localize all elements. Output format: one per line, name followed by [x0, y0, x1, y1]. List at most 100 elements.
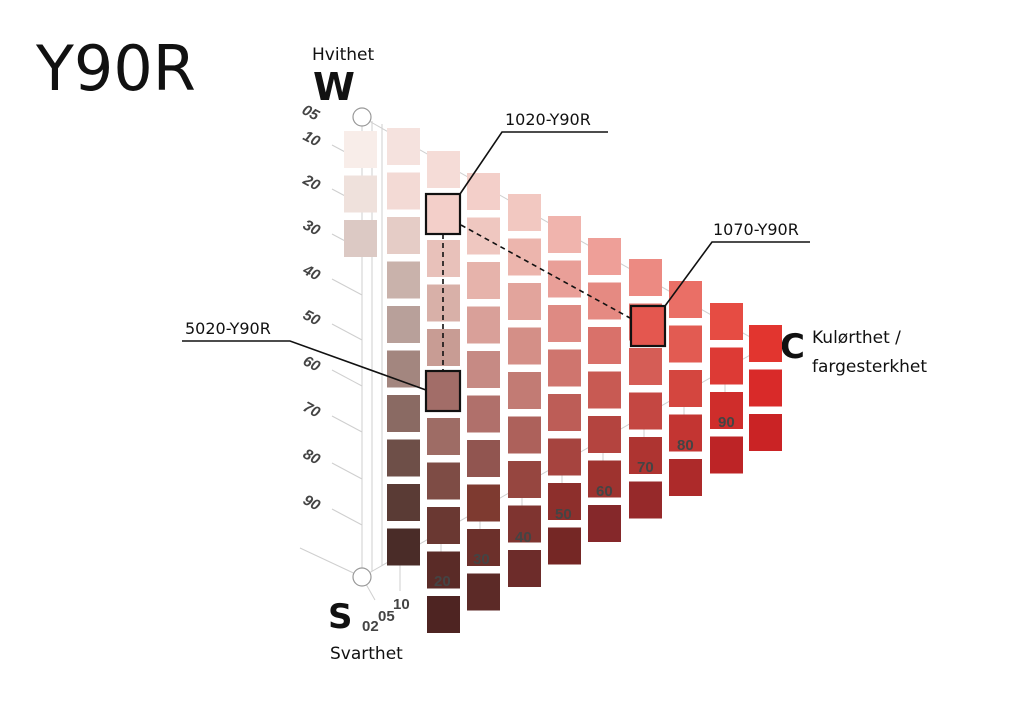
color-swatch: [588, 416, 621, 453]
color-swatch: [588, 327, 621, 364]
color-swatch: [467, 529, 500, 566]
chromaticness-scale-label: 02: [362, 618, 379, 635]
blackness-tick-line: [331, 462, 363, 480]
color-swatch: [427, 596, 460, 633]
blackness-pole-marker: [352, 567, 372, 587]
blackness-tick-line: [331, 415, 363, 433]
color-swatch: [749, 369, 782, 407]
highlight-1070-y90r: [629, 304, 667, 348]
color-swatch: [548, 216, 581, 253]
color-swatch: [508, 372, 541, 409]
blackness-scale-label: 30: [300, 217, 323, 240]
blackness-scale-label: 70: [300, 399, 323, 422]
color-swatch: [749, 414, 782, 451]
color-swatch: [710, 392, 743, 429]
chromaticness-scale-label: 90: [718, 414, 735, 431]
color-swatch: [387, 217, 420, 254]
highlight-1020-y90r: [424, 192, 462, 236]
color-swatch: [508, 327, 541, 365]
swatch-grid: [344, 128, 782, 633]
blackness-tick-line: [331, 278, 363, 296]
chromaticness-scale-label: 80: [677, 437, 694, 454]
color-swatch: [629, 348, 662, 385]
color-swatch: [387, 261, 420, 299]
whiteness-pole-letter: W: [313, 65, 355, 109]
color-swatch: [588, 460, 621, 498]
color-swatch: [669, 370, 702, 407]
chromaticness-scale-label: 10: [393, 596, 410, 613]
chromaticness-scale-label: 20: [434, 573, 451, 590]
blackness-scale: 05 10 20 30 40 50 60 70 80 90: [299, 102, 323, 515]
color-swatch: [710, 436, 743, 474]
color-swatch: [629, 437, 662, 474]
blackness-scale-label: 20: [299, 171, 323, 195]
callout-label-5020: 5020-Y90R: [185, 319, 271, 338]
blackness-tick-line: [331, 323, 363, 341]
blackness-scale-label: 40: [299, 261, 323, 285]
color-swatch: [629, 392, 662, 430]
color-swatch: [548, 527, 581, 565]
color-swatch: [427, 507, 460, 544]
color-swatch: [467, 351, 500, 388]
color-swatch: [508, 283, 541, 320]
chromaticness-pole-letter: C: [780, 327, 805, 367]
color-swatch: [548, 483, 581, 520]
chromaticness-scale-label: 70: [637, 459, 654, 476]
blackness-scale-label: 10: [300, 128, 323, 151]
color-swatch: [508, 505, 541, 543]
color-swatch: [387, 439, 420, 477]
blackness-label: Svarthet: [330, 644, 403, 664]
color-swatch: [387, 172, 420, 210]
color-swatch: [344, 175, 377, 213]
color-swatch: [427, 462, 460, 500]
color-swatch: [588, 505, 621, 542]
color-swatch: [387, 395, 420, 432]
chromaticness-scale-label: 60: [596, 483, 613, 500]
color-swatch: [467, 395, 500, 433]
color-swatch: [467, 173, 500, 210]
color-swatch: [669, 325, 702, 363]
chromaticness-scale-label: 05: [378, 608, 395, 625]
color-swatch: [508, 416, 541, 454]
hue-title: Y90R: [35, 32, 196, 105]
callout-leader-5020: [182, 340, 427, 391]
chromaticness-scale-label: 40: [515, 529, 532, 546]
whiteness-pole-marker: [352, 107, 372, 127]
chromaticness-scale-label: 30: [473, 551, 490, 568]
color-swatch: [588, 371, 621, 409]
color-swatch: [548, 349, 581, 387]
color-swatch: [548, 260, 581, 298]
color-swatch: [467, 573, 500, 611]
color-swatch: [387, 306, 420, 343]
callout-label-1070: 1070-Y90R: [713, 220, 799, 239]
color-swatch: [508, 194, 541, 231]
color-swatch: [548, 305, 581, 342]
color-swatch: [548, 438, 581, 476]
blackness-tick-line: [331, 369, 363, 387]
color-swatch: [629, 259, 662, 296]
color-swatch: [669, 414, 702, 452]
callout-label-1020: 1020-Y90R: [505, 110, 591, 129]
blackness-tick-line: [331, 508, 363, 526]
blackness-scale-label: 90: [300, 492, 323, 515]
color-swatch: [588, 238, 621, 275]
blackness-scale-label: 50: [300, 307, 323, 330]
color-swatch: [467, 440, 500, 477]
color-swatch: [427, 551, 460, 589]
color-swatch: [548, 394, 581, 431]
color-swatch: [508, 461, 541, 498]
color-swatch: [467, 217, 500, 255]
color-swatch: [467, 306, 500, 344]
color-swatch: [387, 484, 420, 521]
color-swatch: [710, 303, 743, 340]
color-swatch: [427, 418, 460, 455]
color-swatch: [344, 220, 377, 257]
chromaticness-label-line1: Kulørthet /: [812, 328, 901, 348]
color-swatch: [749, 325, 782, 362]
whiteness-label: Hvithet: [312, 45, 374, 65]
color-swatch: [387, 128, 420, 165]
callout-leader-1020: [459, 131, 608, 195]
color-swatch: [467, 262, 500, 299]
chromaticness-scale-label: 50: [555, 506, 572, 523]
